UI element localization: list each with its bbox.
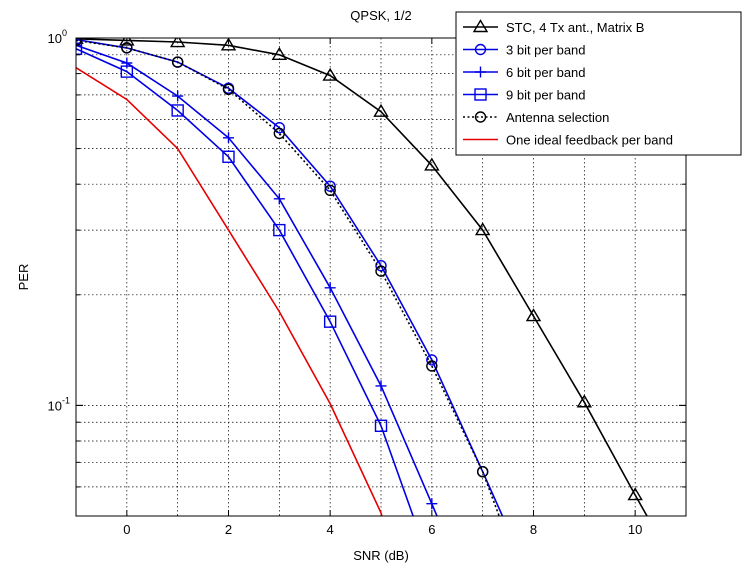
data-point (220, 38, 237, 51)
data-point (474, 222, 491, 236)
y-axis-label: PER (16, 264, 31, 291)
data-point (375, 380, 387, 392)
data-point (476, 466, 489, 478)
legend-label: One ideal feedback per band (506, 133, 673, 148)
legend-entry-1: STC, 4 Tx ant., Matrix B (463, 19, 644, 35)
data-point (273, 193, 285, 205)
legend-box (455, 11, 742, 156)
y-tick-label: 10 (48, 398, 62, 413)
data-point (120, 65, 134, 78)
data-point (76, 42, 83, 55)
series-line (76, 47, 414, 516)
legend-label: 6 bit per band (506, 65, 586, 80)
data-point (323, 315, 337, 328)
chart-title: QPSK, 1/2 (350, 8, 411, 23)
data-point (76, 39, 82, 51)
x-axis-label: SNR (dB) (353, 548, 409, 563)
y-tick-label-exponent: 0 (62, 28, 67, 38)
data-point (222, 150, 235, 163)
y-tick-label: 10 (48, 31, 62, 46)
series-line (76, 38, 648, 516)
data-point (223, 132, 234, 144)
data-point (373, 103, 389, 117)
series-1 (76, 38, 648, 516)
series-line (76, 39, 501, 516)
x-tick-label: 10 (628, 522, 642, 537)
data-point (324, 184, 336, 197)
x-tick-label: 2 (225, 522, 232, 537)
data-point (426, 498, 438, 510)
data-point (271, 46, 288, 61)
y-tick-label-exponent: -1 (62, 395, 70, 405)
data-point (374, 419, 388, 432)
series-6 (76, 67, 383, 516)
series-5 (76, 38, 501, 516)
data-point (273, 127, 286, 140)
data-point (171, 56, 184, 68)
legend-label: STC, 4 Tx ant., Matrix B (506, 20, 644, 35)
x-tick-label: 6 (428, 522, 435, 537)
data-point (172, 90, 184, 102)
data-point (76, 38, 82, 47)
data-point (324, 282, 336, 294)
legend-marker (472, 19, 489, 33)
legend-marker (475, 66, 486, 78)
data-point (169, 38, 186, 48)
legend-entry-3: 6 bit per band (463, 65, 586, 80)
legend-entry-5: Antenna selection (463, 110, 609, 125)
data-point (627, 487, 643, 501)
data-point (322, 67, 338, 81)
tick-marks (76, 37, 686, 516)
data-point (426, 354, 438, 366)
x-tick-label: 0 (123, 522, 130, 537)
legend-marker (474, 43, 487, 56)
legend-entry-4: 9 bit per band (463, 88, 586, 103)
data-point (426, 360, 438, 372)
series-line (76, 67, 383, 516)
legend-marker (474, 88, 487, 101)
data-point (273, 121, 286, 134)
plot-frame (75, 37, 687, 517)
legend-label: 9 bit per band (506, 88, 586, 103)
legend-label: Antenna selection (506, 110, 609, 125)
series-group (76, 38, 648, 516)
data-point (273, 223, 286, 237)
x-tick-label: 4 (327, 522, 334, 537)
x-tick-label: 8 (530, 522, 537, 537)
data-point (375, 265, 387, 277)
data-point (119, 38, 135, 46)
data-point (525, 308, 542, 322)
legend-entry-2: 3 bit per band (463, 43, 586, 58)
legend-entry-6: One ideal feedback per band (463, 133, 673, 148)
legend: STC, 4 Tx ant., Matrix B 3 bit per band 6 … (455, 11, 742, 156)
data-point (222, 83, 235, 96)
x-tick-labels: 0 2 4 6 8 10 (123, 522, 642, 537)
legend-label: 3 bit per band (506, 43, 586, 58)
series-4 (76, 42, 414, 516)
data-point (424, 157, 440, 171)
data-point (171, 104, 184, 117)
data-point (576, 394, 593, 408)
legend-marker (474, 111, 487, 123)
